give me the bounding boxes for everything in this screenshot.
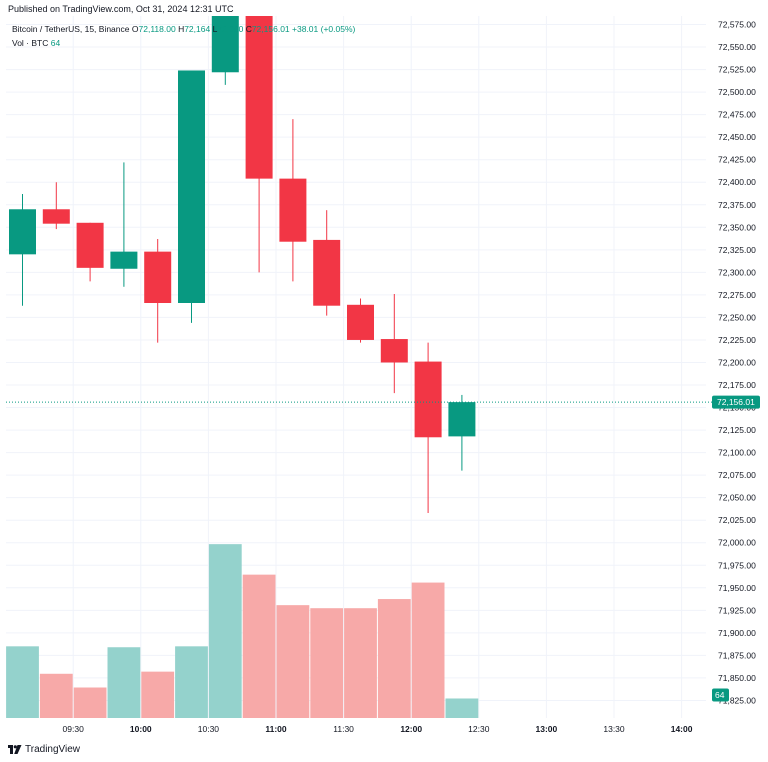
price-tick-label: 72,475.00 (718, 110, 756, 120)
volume-bar (445, 698, 479, 718)
time-tick-label: 11:00 (265, 724, 287, 734)
price-tick-label: 72,025.00 (718, 515, 756, 525)
volume-bar (175, 646, 208, 718)
price-tick-label: 72,075.00 (718, 470, 756, 480)
price-tick-label: 71,975.00 (718, 560, 756, 570)
volume-bar (208, 544, 242, 718)
volume-bar (6, 646, 39, 718)
time-tick-label: 13:00 (536, 724, 558, 734)
last-price-badge (712, 395, 760, 409)
volume-bar (276, 605, 310, 718)
brand-name: TradingView (25, 744, 81, 755)
candle-body[interactable] (9, 209, 36, 255)
chart-legend: Bitcoin / TetherUS, 15, Binance O72,118.… (12, 22, 355, 50)
grid-lines (6, 16, 706, 718)
last-volume-label: 64 (715, 690, 725, 700)
candle-body[interactable] (347, 304, 374, 340)
last-price-label: 72,156.01 (717, 397, 755, 407)
price-tick-label: 71,925.00 (718, 605, 756, 615)
candle-body[interactable] (42, 209, 70, 224)
time-tick-label: 14:00 (671, 724, 693, 734)
volume-bars (6, 544, 479, 718)
price-tick-label: 72,225.00 (718, 335, 756, 345)
legend-close-label: C (245, 24, 252, 34)
price-tick-label: 71,850.00 (718, 673, 756, 683)
price-tick-label: 71,875.00 (718, 650, 756, 660)
legend-volume-value: 64 (50, 38, 61, 48)
candle-body[interactable] (380, 339, 408, 363)
candle-body[interactable] (279, 178, 307, 242)
price-tick-label: 72,200.00 (718, 357, 756, 367)
price-tick-label: 71,825.00 (718, 695, 756, 705)
volume-bar (411, 582, 445, 718)
legend-open-label: O (131, 24, 139, 34)
price-tick-label: 72,375.00 (718, 200, 756, 210)
price-tick-label: 72,000.00 (718, 538, 756, 548)
time-tick-label: 13:30 (603, 724, 625, 734)
price-tick-label: 72,550.00 (718, 42, 756, 52)
candle-body[interactable] (178, 70, 205, 303)
price-tick-label: 72,125.00 (718, 425, 756, 435)
candle-body[interactable] (313, 239, 341, 306)
legend-open-value: 72,118.00 (138, 24, 176, 34)
legend-ohlc-row: Bitcoin / TetherUS, 15, Binance O72,118.… (12, 22, 355, 36)
legend-high-value: 72,164 (184, 24, 211, 34)
candle-body[interactable] (110, 251, 138, 269)
time-tick-label: 10:30 (198, 724, 220, 734)
price-tick-label: 72,500.00 (718, 87, 756, 97)
price-tick-label: 72,525.00 (718, 65, 756, 75)
legend-volume-row: Vol · BTC 64 (12, 36, 355, 50)
price-tick-label: 72,325.00 (718, 245, 756, 255)
last-volume-badge (712, 688, 729, 702)
time-tick-label: 09:30 (63, 724, 85, 734)
price-axis: 71,825.00 71,850.00 71,875.00 71,900.00 71,9… (718, 20, 756, 706)
volume-bar (344, 608, 377, 718)
candle-body[interactable] (245, 2, 273, 179)
price-tick-label: 71,950.00 (718, 583, 756, 593)
legend-close-value: 72,156.01 (251, 24, 290, 34)
published-note: Published on TradingView.com, Oct 31, 20… (8, 4, 234, 14)
volume-bar (310, 608, 344, 718)
price-tick-label: 72,050.00 (718, 493, 756, 503)
price-tick-label: 72,100.00 (718, 448, 756, 458)
price-tick-label: 72,575.00 (718, 20, 756, 30)
candle-body[interactable] (448, 402, 476, 437)
price-tick-label: 72,175.00 (718, 380, 756, 390)
price-tick-label: 72,350.00 (718, 222, 756, 232)
time-tick-label: 12:30 (468, 724, 490, 734)
tradingview-brand[interactable]: TradingView (8, 744, 80, 755)
candle-body[interactable] (144, 251, 172, 303)
legend-low-label: L (212, 24, 218, 34)
time-tick-label: 11:30 (333, 724, 354, 734)
candles (9, 0, 476, 513)
price-tick-label: 72,400.00 (718, 177, 756, 187)
volume-bar (242, 574, 276, 718)
volume-bar (141, 671, 175, 718)
legend-change: +38.01 (+0.05%) (292, 24, 356, 34)
price-tick-label: 72,275.00 (718, 290, 756, 300)
tradingview-logo-icon (8, 745, 22, 754)
volume-bar (73, 687, 107, 718)
time-axis: 09:30 10:00 10:30 11:00 11:30 12:00 12:30 13:00… (63, 724, 693, 734)
candle-body[interactable] (211, 0, 239, 73)
legend-volume-label: Vol · BTC (12, 38, 49, 48)
candle-body[interactable] (414, 361, 442, 438)
price-tick-label: 72,300.00 (718, 267, 756, 277)
volume-bar (39, 673, 73, 718)
price-labels: 72,156.01 64 (6, 395, 760, 702)
volume-bar (107, 647, 141, 718)
time-tick-label: 12:00 (400, 724, 422, 734)
legend-symbol: Bitcoin / TetherUS, 15, Binance (12, 24, 130, 34)
price-tick-label: 71,900.00 (718, 628, 756, 638)
legend-low-value: 72,080 (217, 24, 244, 34)
price-tick-label: 72,425.00 (718, 155, 756, 165)
time-tick-label: 10:00 (130, 724, 152, 734)
legend-high-label: H (178, 24, 185, 34)
price-tick-label: 72,450.00 (718, 132, 756, 142)
volume-bar (377, 599, 411, 718)
candle-body[interactable] (76, 222, 104, 268)
price-tick-label: 72,250.00 (718, 312, 756, 322)
